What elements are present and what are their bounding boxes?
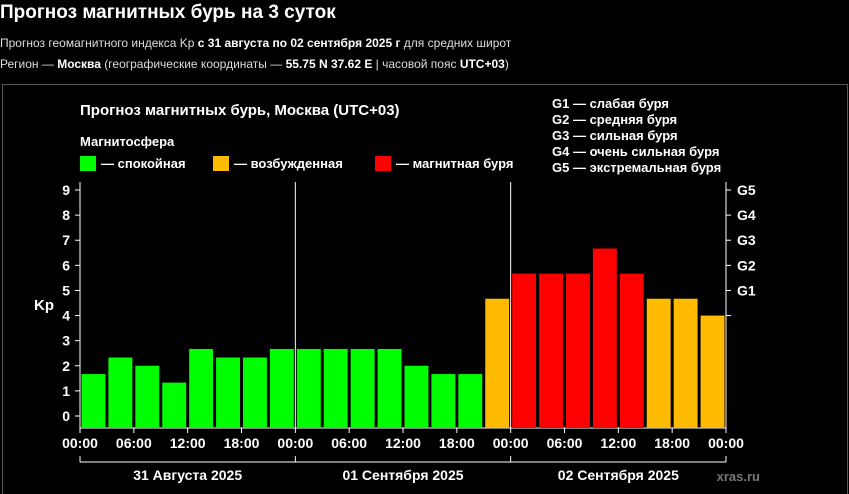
x-tick-label: 06:00 [116, 435, 152, 451]
kp-bar [619, 273, 644, 428]
subtitle-suffix: для средних широт [400, 36, 512, 50]
day-label: 31 Августа 2025 [133, 467, 242, 483]
x-tick-label: 06:00 [331, 435, 367, 451]
day-label: 01 Сентября 2025 [342, 467, 463, 483]
y-tick-label: 0 [62, 408, 70, 424]
x-tick-label: 18:00 [439, 435, 475, 451]
g-level-legend: G4 — очень сильная буря [552, 144, 719, 159]
subtitle-prefix: Прогноз геомагнитного индекса Kp [0, 36, 198, 50]
kp-bar [592, 248, 617, 428]
y-axis-label: Kp [34, 297, 54, 314]
region-prefix: Регион — [0, 57, 58, 71]
kp-bar [81, 374, 106, 428]
kp-bar [216, 357, 240, 428]
kp-bar [539, 273, 563, 428]
x-tick-label: 18:00 [224, 435, 260, 451]
kp-bar [135, 365, 160, 428]
chart-title: Прогноз магнитных бурь, Москва (UTC+03) [80, 102, 400, 119]
y-tick-label: 7 [62, 232, 70, 248]
y-tick-label: 6 [62, 257, 70, 273]
kp-bar [108, 357, 133, 428]
chart-panel-border [2, 84, 848, 494]
region-line: Регион — Москва (географические координа… [0, 57, 509, 71]
kp-bar [646, 298, 671, 428]
kp-bar [296, 348, 321, 428]
kp-bar [189, 348, 214, 428]
y-tick-label: 9 [62, 182, 70, 198]
g-level-legend: G5 — экстремальная буря [552, 160, 721, 175]
g-level-legend: G1 — слабая буря [552, 96, 669, 111]
region-tz-prefix: | часовой пояс [372, 57, 460, 71]
g-tick-label: G1 [737, 282, 756, 298]
y-tick-label: 3 [62, 333, 70, 349]
day-label: 02 Сентября 2025 [558, 467, 679, 483]
watermark: xras.ru [717, 469, 760, 484]
kp-bar [323, 348, 348, 428]
kp-bar [566, 273, 590, 428]
x-tick-label: 12:00 [170, 435, 206, 451]
g-tick-label: G5 [737, 182, 756, 198]
g-level-legend: G2 — средняя буря [552, 112, 677, 127]
legend-swatch [213, 156, 229, 171]
legend-title: Магнитосфера [80, 134, 175, 149]
region-end: ) [504, 57, 509, 71]
kp-bar [673, 298, 698, 428]
kp-bar [243, 357, 267, 428]
x-tick-label: 18:00 [654, 435, 690, 451]
y-tick-label: 2 [62, 358, 70, 374]
y-tick-label: 4 [62, 308, 70, 324]
kp-bar [162, 382, 187, 428]
g-tick-label: G3 [737, 232, 756, 248]
y-tick-label: 1 [62, 383, 70, 399]
legend-swatch [80, 156, 96, 171]
region-city: Москва [57, 57, 101, 71]
kp-bar [512, 273, 537, 428]
x-tick-label: 06:00 [547, 435, 583, 451]
region-coords: 55.75 N 37.62 E [285, 57, 373, 71]
kp-bar [700, 315, 725, 428]
subtitle-dates: с 31 августа по 02 сентября 2025 г [197, 36, 401, 50]
kp-bar [431, 374, 456, 428]
x-tick-label: 12:00 [385, 435, 421, 451]
kp-bar [404, 365, 429, 428]
x-tick-label: 12:00 [600, 435, 636, 451]
page-title: Прогноз магнитных бурь на 3 суток [0, 2, 336, 23]
forecast-subtitle: Прогноз геомагнитного индекса Kp с 31 ав… [0, 36, 511, 50]
g-tick-label: G4 [737, 207, 756, 223]
legend-label: — спокойная [101, 156, 186, 171]
x-tick-label: 00:00 [708, 435, 744, 451]
kp-bar [458, 374, 483, 428]
y-tick-label: 8 [62, 207, 70, 223]
x-tick-label: 00:00 [493, 435, 529, 451]
region-tz: UTC+03 [459, 57, 505, 71]
kp-bar [377, 348, 402, 428]
kp-bar [485, 298, 510, 428]
g-tick-label: G2 [737, 257, 756, 273]
legend-swatch [375, 156, 391, 171]
y-tick-label: 5 [62, 282, 70, 298]
kp-bar [350, 348, 375, 428]
legend-label: — возбужденная [234, 156, 343, 171]
g-level-legend: G3 — сильная буря [552, 128, 678, 143]
kp-bar [269, 348, 294, 428]
x-tick-label: 00:00 [62, 435, 98, 451]
x-tick-label: 00:00 [277, 435, 313, 451]
legend-label: — магнитная буря [396, 156, 513, 171]
region-mid: (географические координаты — [100, 57, 286, 71]
